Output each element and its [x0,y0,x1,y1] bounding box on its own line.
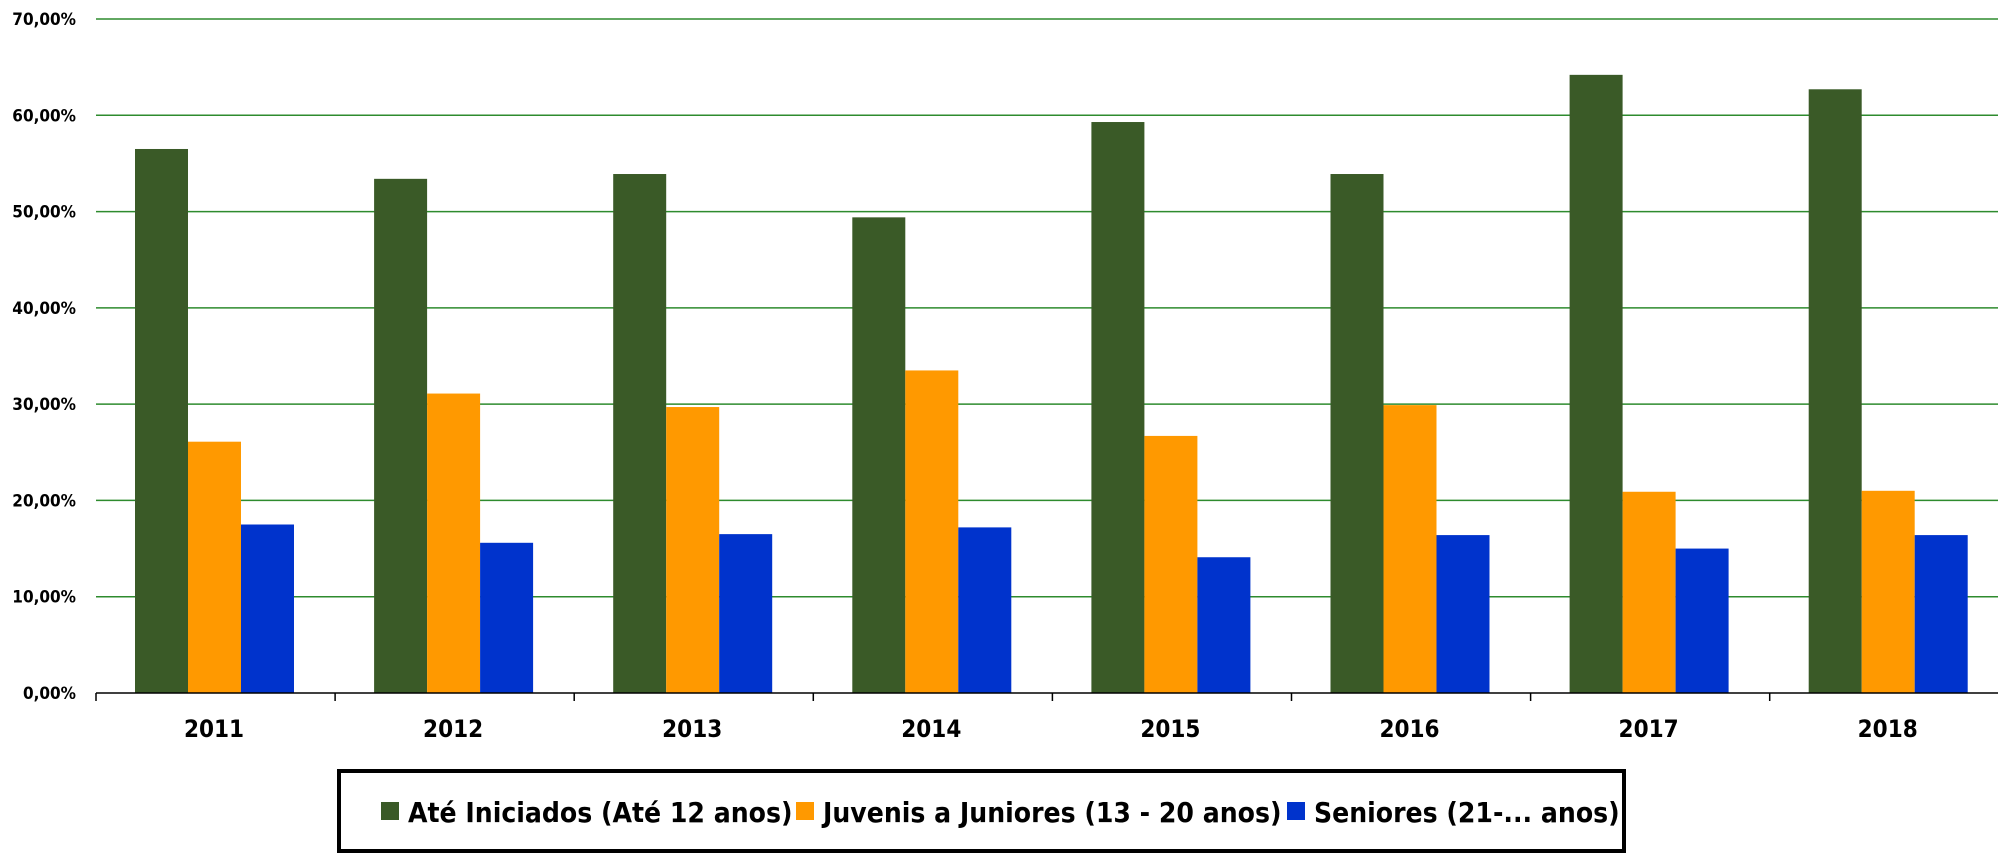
bar-2011-series-3 [241,524,294,693]
bar-2017-series-3 [1675,548,1729,693]
x-tick-label: 2016 [1379,715,1439,743]
bar-2016-series-3 [1436,535,1490,693]
x-tick-label: 2018 [1858,715,1918,743]
bar-2015-series-1 [1091,122,1145,694]
y-tick-label: 70,00% [12,10,76,30]
bar-2014-series-3 [958,527,1012,693]
bar-2017-series-2 [1622,491,1676,693]
y-tick-label: 10,00% [12,588,76,608]
x-tick-label: 2013 [662,715,722,743]
legend-swatch [796,802,814,820]
bar-2014-series-1 [852,217,906,693]
bar-2015-series-3 [1197,557,1251,693]
bar-2017-series-1 [1569,74,1623,694]
bar-2012-series-3 [480,542,534,693]
bar-2018-series-2 [1861,490,1915,693]
y-tick-label: 60,00% [12,106,76,126]
y-tick-label: 50,00% [12,203,76,223]
bar-2015-series-2 [1144,435,1198,693]
y-tick-label: 20,00% [12,491,76,511]
x-tick-label: 2012 [423,715,483,743]
bar-2016-series-1 [1330,174,1384,693]
legend-box [337,769,1626,853]
axes [95,692,1998,701]
legend-swatch [381,802,399,820]
bar-2018-series-3 [1914,535,1968,693]
bar-2013-series-2 [666,407,720,693]
x-tick-label: 2015 [1140,715,1200,743]
bar-2011-series-1 [135,148,188,693]
legend: Até Iniciados (Até 12 anos) Juvenis a Jun… [337,769,1626,853]
y-tick-label: 30,00% [12,395,76,415]
bar-2013-series-3 [719,534,773,693]
y-axis-ticks: 0,00% 10,00% 20,00% 30,00% 40,00% 50,00% 60,00… [12,10,76,704]
x-tick-label: 2014 [901,715,961,743]
bar-2018-series-1 [1808,89,1862,693]
legend-swatch [1287,802,1305,820]
bar-2012-series-1 [374,178,428,693]
bars [135,74,1968,694]
bar-2016-series-2 [1383,405,1437,693]
legend-label: Seniores (21-... anos) [1314,796,1620,829]
y-tick-label: 0,00% [23,684,76,704]
x-axis-ticks: 2011 2012 2013 2014 2015 2016 2017 2018 [184,715,1918,743]
x-tick-label: 2017 [1619,715,1679,743]
bar-2012-series-2 [427,393,481,693]
y-tick-label: 40,00% [12,299,76,319]
x-tick-label: 2011 [184,715,244,743]
bar-2014-series-2 [905,370,959,693]
legend-label: Até Iniciados (Até 12 anos) [408,796,792,829]
legend-label: Juvenis a Juniores (13 - 20 anos) [821,796,1281,829]
bar-2013-series-1 [613,174,667,693]
bar-2011-series-2 [188,441,241,693]
